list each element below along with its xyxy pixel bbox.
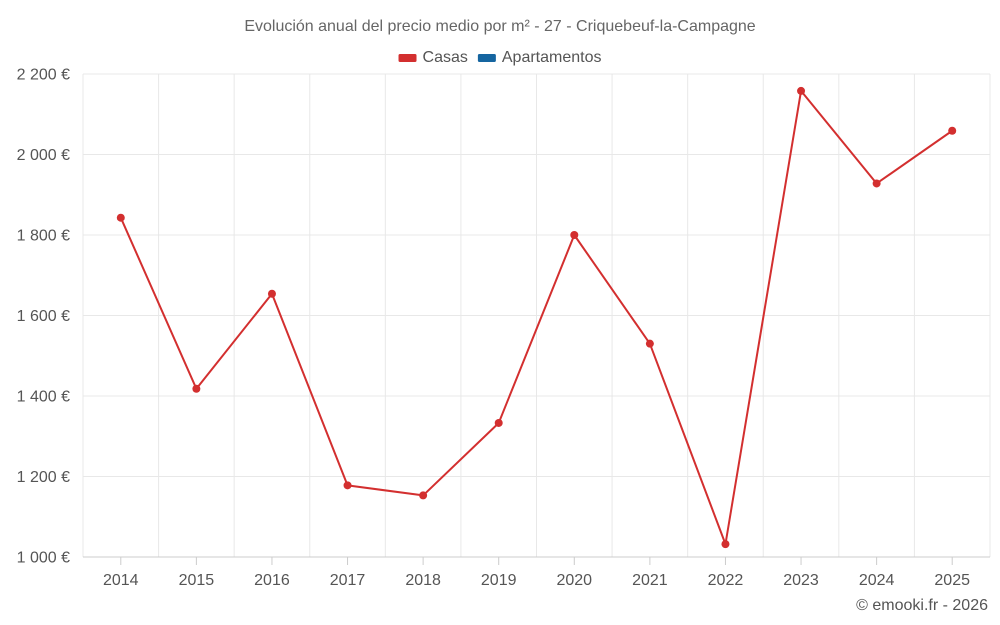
data-point[interactable] — [645, 339, 654, 348]
legend-item-casas[interactable]: Casas — [398, 49, 468, 66]
y-tick-label: 1 000 € — [17, 550, 70, 567]
x-tick-label: 2015 — [179, 572, 215, 589]
x-tick-label: 2017 — [330, 572, 366, 589]
data-point[interactable] — [267, 289, 276, 298]
data-point[interactable] — [872, 179, 881, 188]
x-tick-label: 2014 — [103, 572, 139, 589]
legend-item-apartamentos[interactable]: Apartamentos — [477, 49, 602, 66]
x-tick-label: 2023 — [783, 572, 819, 589]
x-tick-label: 2024 — [859, 572, 895, 589]
data-point[interactable] — [419, 491, 428, 500]
y-tick-label: 2 000 € — [17, 147, 70, 164]
y-tick-label: 1 200 € — [17, 469, 70, 486]
legend-label: Apartamentos — [502, 49, 602, 66]
x-tick-label: 2020 — [556, 572, 592, 589]
data-point[interactable] — [948, 126, 957, 135]
data-point[interactable] — [797, 86, 806, 95]
x-tick-label: 2018 — [405, 572, 441, 589]
series-layer — [116, 86, 957, 549]
grid — [82, 73, 991, 557]
legend-label: Casas — [423, 49, 468, 66]
legend: Casas Apartamentos — [398, 49, 602, 66]
x-tick-label: 2025 — [934, 572, 970, 589]
y-tick-label: 2 200 € — [17, 67, 70, 84]
data-point[interactable] — [570, 231, 579, 239]
chart-title: Evolución anual del precio medio por m² … — [244, 18, 755, 35]
y-tick-label: 1 600 € — [17, 308, 70, 325]
y-tick-label: 1 400 € — [17, 389, 70, 406]
x-tick-label: 2021 — [632, 572, 668, 589]
x-tick-label: 2019 — [481, 572, 517, 589]
data-point[interactable] — [494, 418, 503, 427]
legend-swatch — [398, 54, 417, 62]
data-point[interactable] — [721, 540, 730, 549]
x-tick-label: 2016 — [254, 572, 290, 589]
credit-text: © emooki.fr - 2026 — [856, 597, 988, 614]
legend-swatch — [477, 54, 496, 62]
data-point[interactable] — [343, 481, 352, 490]
series-line-casas — [119, 89, 953, 546]
axes: 1 000 € 1 200 € 1 400 € 1 600 € 1 800 € 2 000… — [17, 67, 990, 589]
y-tick-label: 1 800 € — [17, 228, 70, 245]
data-point[interactable] — [192, 384, 201, 393]
data-point[interactable] — [116, 213, 125, 222]
x-tick-label: 2022 — [708, 572, 744, 589]
